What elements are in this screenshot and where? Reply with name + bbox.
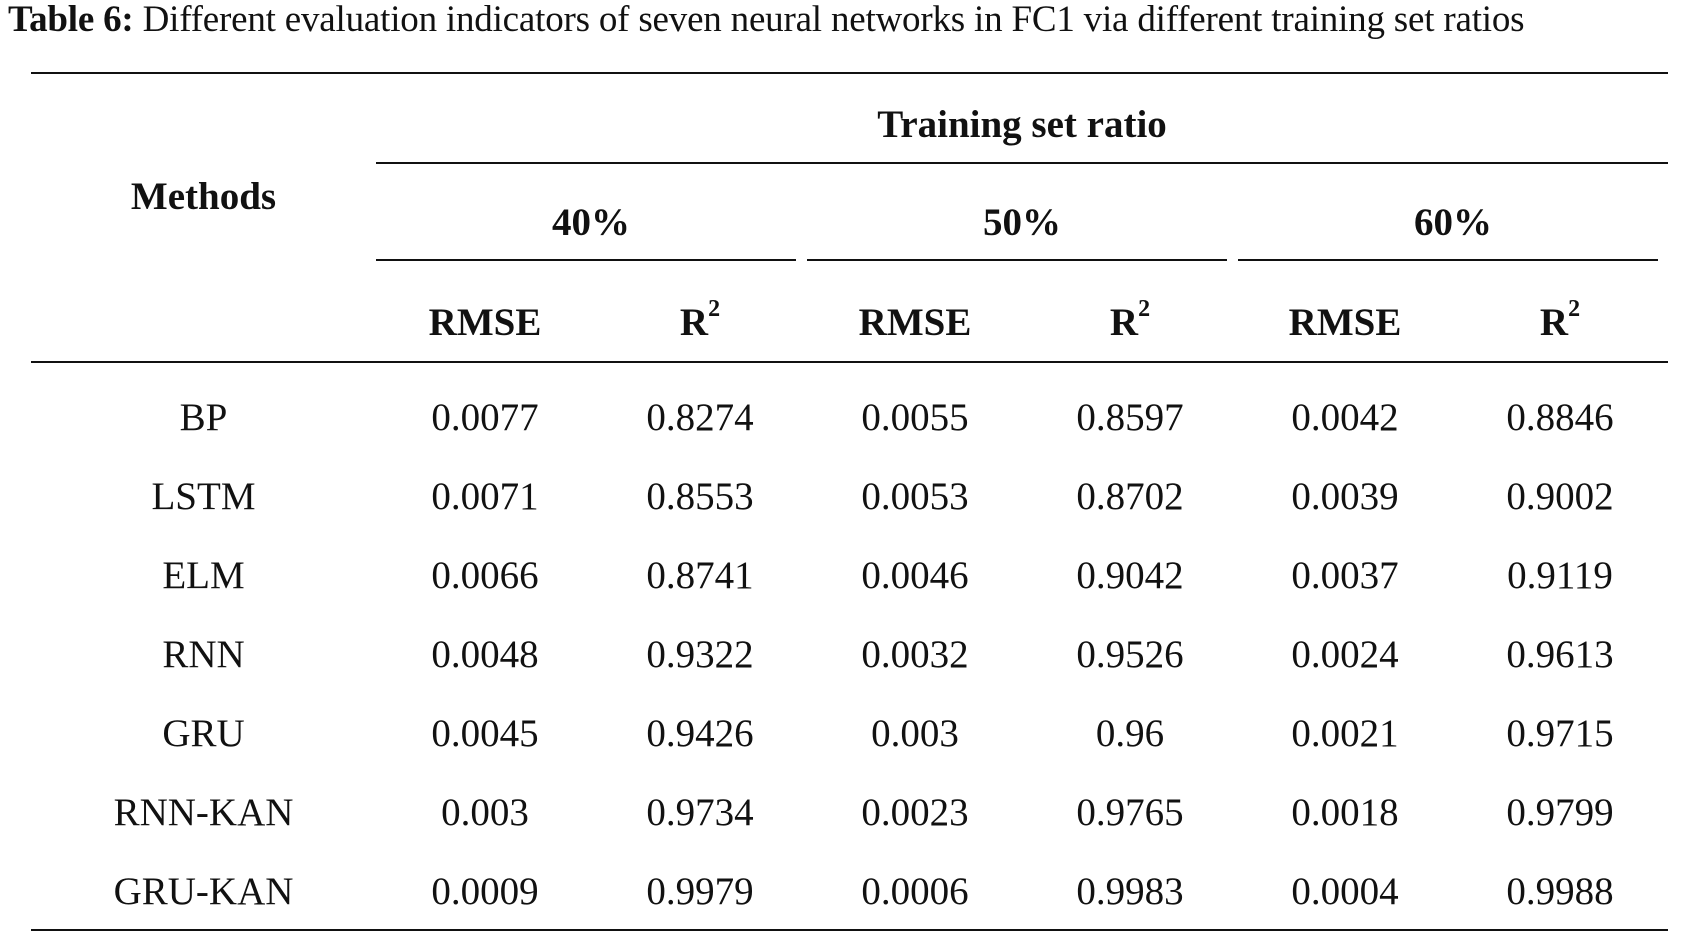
group-rule xyxy=(376,162,1668,164)
ratio-header-60: 60% xyxy=(1414,201,1492,244)
r2-cell: 0.9715 xyxy=(1506,712,1614,755)
r2-cell: 0.96 xyxy=(1095,712,1165,755)
r2-cell: 0.9983 xyxy=(1076,870,1184,913)
metric-header-rmse: RMSE xyxy=(428,301,542,344)
rmse-cell: 0.0006 xyxy=(861,870,969,913)
methods-header: Methods xyxy=(130,175,277,218)
ratio-header-40: 40% xyxy=(552,201,630,244)
r2-cell: 0.9526 xyxy=(1076,633,1184,676)
method-cell: BP xyxy=(179,396,228,439)
ratio-rule-60 xyxy=(1238,259,1658,261)
r2-cell: 0.8274 xyxy=(646,396,754,439)
rmse-cell: 0.0024 xyxy=(1291,633,1399,676)
metric-r-text: R xyxy=(1539,301,1569,344)
r2-cell: 0.9979 xyxy=(646,870,754,913)
table-caption: Table 6: Different evaluation indicators… xyxy=(8,0,1525,40)
r2-cell: 0.8702 xyxy=(1076,475,1184,518)
method-cell: RNN-KAN xyxy=(113,791,294,834)
method-cell: GRU xyxy=(162,712,245,755)
method-cell: RNN xyxy=(162,633,245,676)
r2-cell: 0.8597 xyxy=(1076,396,1184,439)
ratio-rule-50 xyxy=(807,259,1227,261)
rmse-cell: 0.0018 xyxy=(1291,791,1399,834)
metric-header-r2: R2 xyxy=(1025,297,1235,345)
metric-header-rmse: RMSE xyxy=(858,301,972,344)
metric-r-superscript: 2 xyxy=(708,296,721,322)
rmse-cell: 0.0039 xyxy=(1291,475,1399,518)
header-bottom-rule xyxy=(31,361,1668,363)
metric-r-text: R xyxy=(679,301,709,344)
r2-cell: 0.9613 xyxy=(1506,633,1614,676)
metric-r-text: R xyxy=(1109,301,1139,344)
r2-cell: 0.9799 xyxy=(1506,791,1614,834)
method-cell: GRU-KAN xyxy=(113,870,294,913)
r2-cell: 0.9734 xyxy=(646,791,754,834)
rmse-cell: 0.0004 xyxy=(1291,870,1399,913)
r2-cell: 0.9119 xyxy=(1507,554,1613,597)
caption-text: Different evaluation indicators of seven… xyxy=(133,0,1525,40)
method-cell: ELM xyxy=(162,554,245,597)
rmse-cell: 0.0066 xyxy=(431,554,539,597)
r2-cell: 0.8553 xyxy=(646,475,754,518)
rmse-cell: 0.0053 xyxy=(861,475,969,518)
caption-label: Table 6: xyxy=(8,0,134,40)
rmse-cell: 0.0021 xyxy=(1291,712,1399,755)
r2-cell: 0.9322 xyxy=(646,633,754,676)
rmse-cell: 0.0009 xyxy=(431,870,539,913)
rmse-cell: 0.0046 xyxy=(861,554,969,597)
metric-r-superscript: 2 xyxy=(1568,296,1581,322)
rmse-cell: 0.0071 xyxy=(431,475,539,518)
rmse-cell: 0.003 xyxy=(871,712,959,755)
training-set-ratio-header: Training set ratio xyxy=(877,103,1167,146)
method-cell: LSTM xyxy=(151,475,256,518)
rmse-cell: 0.0045 xyxy=(431,712,539,755)
r2-cell: 0.9042 xyxy=(1076,554,1184,597)
rmse-cell: 0.0055 xyxy=(861,396,969,439)
rmse-cell: 0.0042 xyxy=(1291,396,1399,439)
r2-cell: 0.9988 xyxy=(1506,870,1614,913)
bottom-rule xyxy=(31,929,1668,931)
metric-header-r2: R2 xyxy=(595,297,805,345)
rmse-cell: 0.0032 xyxy=(861,633,969,676)
r2-cell: 0.9765 xyxy=(1076,791,1184,834)
ratio-header-50: 50% xyxy=(983,201,1061,244)
r2-cell: 0.8741 xyxy=(646,554,754,597)
top-rule xyxy=(31,72,1668,74)
metric-header-rmse: RMSE xyxy=(1288,301,1402,344)
r2-cell: 0.9426 xyxy=(646,712,754,755)
r2-cell: 0.8846 xyxy=(1506,396,1614,439)
r2-cell: 0.9002 xyxy=(1506,475,1614,518)
rmse-cell: 0.0023 xyxy=(861,791,969,834)
rmse-cell: 0.0077 xyxy=(431,396,539,439)
ratio-rule-40 xyxy=(376,259,796,261)
rmse-cell: 0.003 xyxy=(441,791,529,834)
rmse-cell: 0.0048 xyxy=(431,633,539,676)
metric-r-superscript: 2 xyxy=(1138,296,1151,322)
rmse-cell: 0.0037 xyxy=(1291,554,1399,597)
metric-header-r2: R2 xyxy=(1455,297,1665,345)
